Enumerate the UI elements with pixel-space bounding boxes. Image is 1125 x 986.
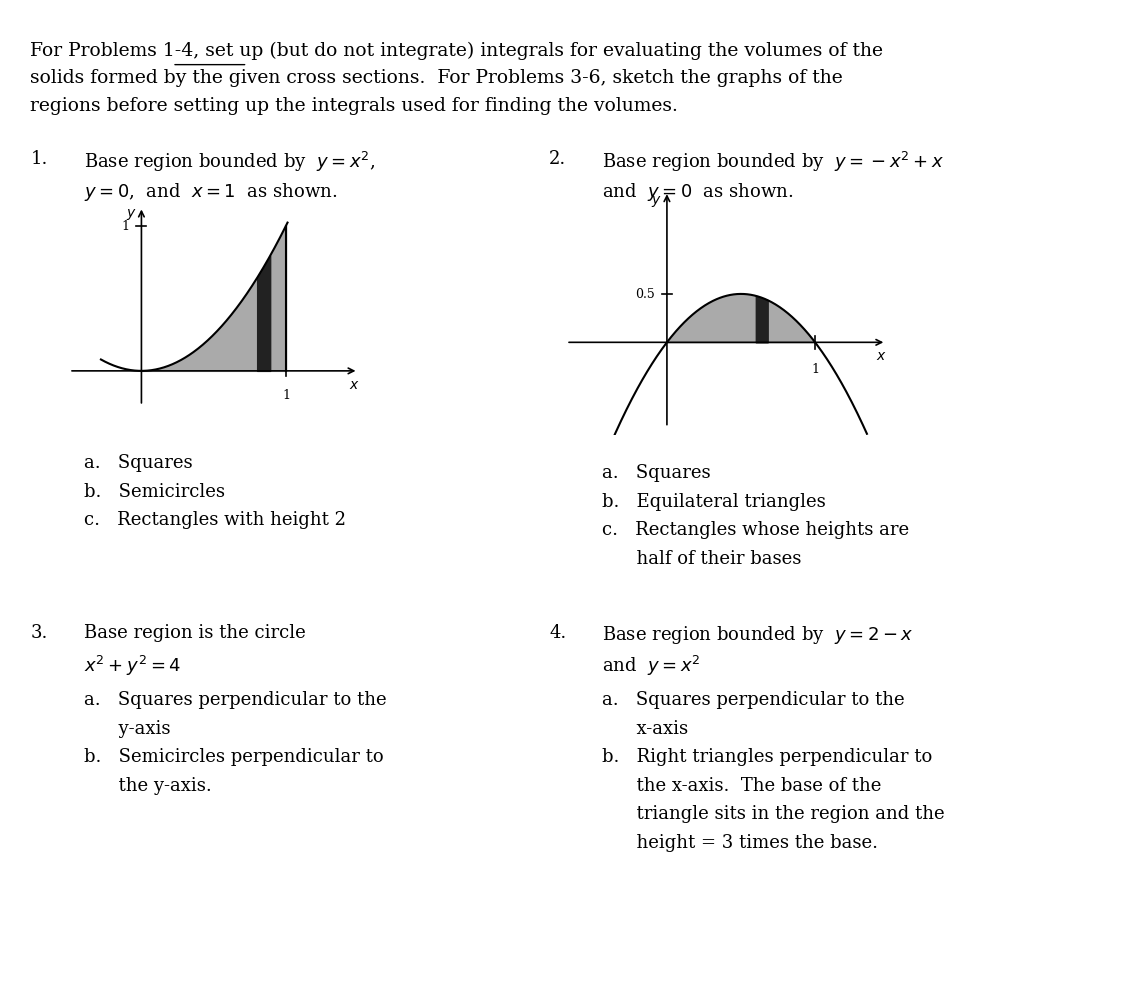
Text: a.   Squares: a. Squares bbox=[84, 454, 194, 471]
Text: $x$: $x$ bbox=[349, 378, 359, 391]
Text: the x-axis.  The base of the: the x-axis. The base of the bbox=[602, 776, 881, 794]
Text: a.   Squares: a. Squares bbox=[602, 463, 711, 481]
Text: $y = 0$,  and  $x = 1$  as shown.: $y = 0$, and $x = 1$ as shown. bbox=[84, 180, 338, 202]
Text: and  $y = 0$  as shown.: and $y = 0$ as shown. bbox=[602, 180, 793, 202]
Text: 0.5: 0.5 bbox=[636, 288, 655, 301]
Text: solids formed by the given cross sections.  For Problems 3-6, sketch the graphs : solids formed by the given cross section… bbox=[30, 69, 843, 87]
Text: $y$: $y$ bbox=[651, 194, 662, 209]
Text: Base region bounded by  $y = x^2$,: Base region bounded by $y = x^2$, bbox=[84, 150, 376, 174]
Text: 3.: 3. bbox=[30, 623, 47, 641]
Text: b.   Semicircles perpendicular to: b. Semicircles perpendicular to bbox=[84, 747, 384, 765]
Text: 1: 1 bbox=[811, 362, 819, 376]
Text: $y$: $y$ bbox=[126, 207, 136, 222]
Text: c.   Rectangles whose heights are: c. Rectangles whose heights are bbox=[602, 521, 909, 538]
Text: Base region is the circle: Base region is the circle bbox=[84, 623, 306, 641]
Text: a.   Squares perpendicular to the: a. Squares perpendicular to the bbox=[84, 690, 387, 708]
Text: 4.: 4. bbox=[549, 623, 566, 641]
Text: y-axis: y-axis bbox=[84, 719, 171, 737]
Text: 2.: 2. bbox=[549, 150, 566, 168]
Text: Base region bounded by  $y = 2 - x$: Base region bounded by $y = 2 - x$ bbox=[602, 623, 914, 645]
Text: Base region bounded by  $y = -x^2 + x$: Base region bounded by $y = -x^2 + x$ bbox=[602, 150, 944, 174]
Text: For Problems 1-4, set up (but do not integrate) integrals for evaluating the vol: For Problems 1-4, set up (but do not int… bbox=[30, 41, 883, 59]
Text: c.   Rectangles with height 2: c. Rectangles with height 2 bbox=[84, 511, 346, 528]
Text: $x$: $x$ bbox=[876, 349, 888, 363]
Text: b.   Semicircles: b. Semicircles bbox=[84, 482, 225, 500]
Text: 1: 1 bbox=[122, 220, 129, 233]
Text: triangle sits in the region and the: triangle sits in the region and the bbox=[602, 805, 945, 822]
Text: 1.: 1. bbox=[30, 150, 47, 168]
Text: regions before setting up the integrals used for finding the volumes.: regions before setting up the integrals … bbox=[30, 97, 678, 114]
Text: a.   Squares perpendicular to the: a. Squares perpendicular to the bbox=[602, 690, 904, 708]
Text: 1: 1 bbox=[282, 388, 290, 401]
Text: height = 3 times the base.: height = 3 times the base. bbox=[602, 833, 878, 851]
Text: half of their bases: half of their bases bbox=[602, 549, 801, 567]
Text: $x^2 + y^2 = 4$: $x^2 + y^2 = 4$ bbox=[84, 654, 181, 677]
Text: b.   Right triangles perpendicular to: b. Right triangles perpendicular to bbox=[602, 747, 933, 765]
Text: the y-axis.: the y-axis. bbox=[84, 776, 213, 794]
Text: and  $y = x^2$: and $y = x^2$ bbox=[602, 654, 700, 677]
Text: x-axis: x-axis bbox=[602, 719, 688, 737]
Text: b.   Equilateral triangles: b. Equilateral triangles bbox=[602, 492, 826, 510]
